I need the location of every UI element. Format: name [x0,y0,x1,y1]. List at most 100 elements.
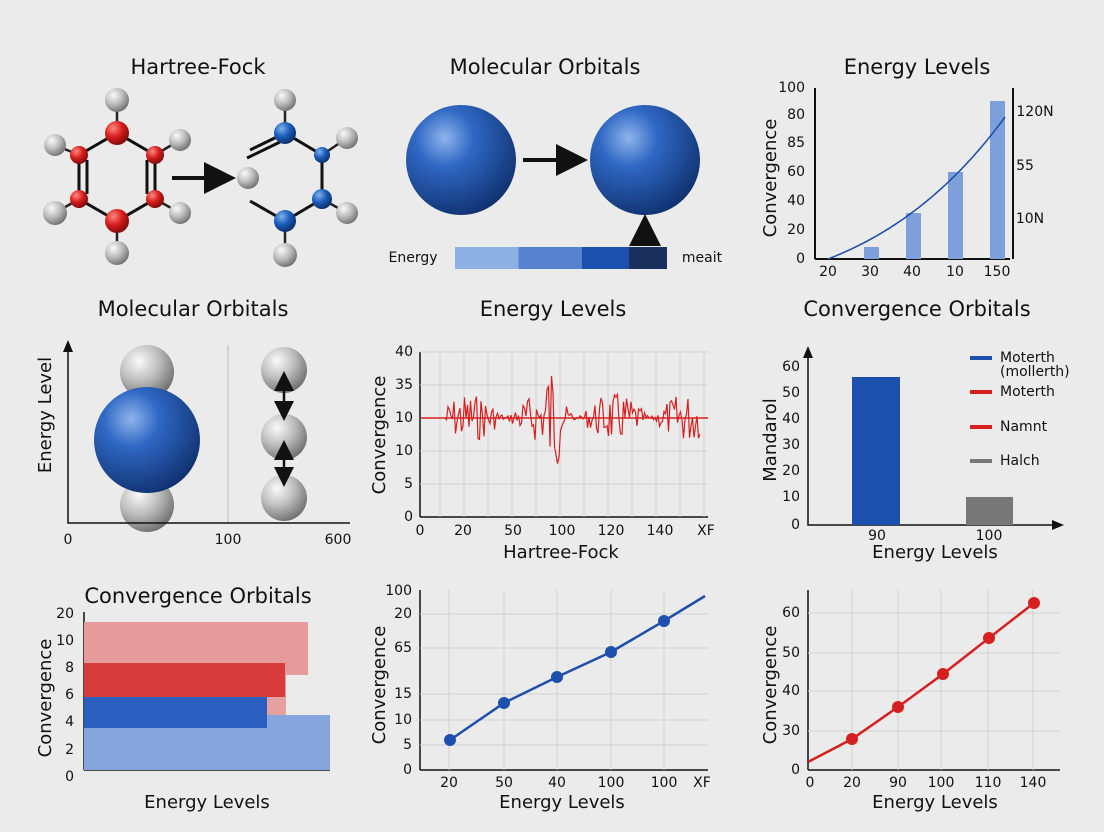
point [1028,597,1040,609]
y-tick-label: 0 [796,251,805,267]
y-tick-label: 20 [56,606,74,622]
y-tick-label: 0 [791,762,800,778]
sphere [120,345,174,399]
y-tick-label: 10 [395,410,413,426]
legend-label: Halch [1000,453,1040,469]
point [892,701,904,713]
y-tick-label: 20 [782,463,800,479]
y-tick-label: 35 [395,377,413,393]
x-tick-label: 100 [598,775,625,791]
panel-title: Convergence Orbitals [803,297,1030,321]
sphere [590,105,700,215]
y-axis-label: Mandarol [760,398,781,481]
legend-label: Moterth [1000,350,1055,366]
x-tick-label: 100 [976,528,1003,544]
sphere [120,478,174,532]
axis-arrow [803,346,813,358]
line [449,594,706,742]
y-tick-label: 5 [403,737,412,753]
sphere [94,387,200,493]
y-tick-label: 30 [782,723,800,739]
x-tick-label: 600 [325,532,352,548]
side-label: 120N [1016,104,1053,120]
y-tick-label: 10 [782,489,800,505]
y-axis-label: Convergence [35,639,56,758]
x-tick-label: 50 [504,523,522,539]
panel-title: Molecular Orbitals [450,55,641,79]
y-tick-label: 40 [395,344,413,360]
sphere [261,414,307,460]
x-tick-label: XF [697,523,715,539]
y-tick-label: 8 [65,660,74,676]
panel-title: Convergence Orbitals [84,584,311,608]
y-tick-label: 6 [65,687,74,703]
x-axis-label: Energy Levels [499,792,625,813]
x-tick-label: 90 [868,528,886,544]
y-tick-label: 4 [65,714,74,730]
point [658,615,670,627]
y-tick-label: 0 [404,509,413,525]
legend-label: Moterth [1000,384,1055,400]
x-axis-label: Energy Levels [872,542,998,563]
y-axis-label: Convergence [369,626,390,745]
axis-arrow [63,340,73,352]
x-axis-label: Energy Levels [144,792,270,813]
y-tick-label: 15 [394,686,412,702]
energy-bar [455,247,667,269]
point [983,632,995,644]
sphere [261,347,307,393]
bar [84,663,285,697]
x-tick-label: 100 [549,523,576,539]
sphere [261,475,307,521]
legend-note: (mollerth) [1000,364,1070,380]
x-tick-label: 20 [843,775,861,791]
y-tick-label: 60 [782,605,800,621]
x-tick-label: 20 [819,264,837,280]
x-tick-label: 30 [861,264,879,280]
point [498,697,510,709]
sphere [406,105,516,215]
molecule-left [43,88,191,265]
x-axis-label: Hartree-Fock [503,542,619,563]
y-tick-label: 30 [782,437,800,453]
y-axis-label: Convergence [369,376,390,495]
y-tick-label: 20 [394,606,412,622]
y-tick-label: 60 [782,359,800,375]
side-label: 55 [1016,158,1034,174]
y-tick-label: 50 [782,645,800,661]
x-tick-label: 100 [215,532,242,548]
panel-title: Energy Levels [480,297,627,321]
x-tick-label: 110 [975,775,1002,791]
y-tick-label: 0 [403,762,412,778]
point [605,646,617,658]
bar-label: meait [682,250,723,266]
bar [948,172,963,259]
panel-title: Hartree-Fock [130,55,266,79]
y-tick-label: 65 [394,640,412,656]
x-tick-label: 0 [416,523,425,539]
signal [444,375,701,464]
point [551,671,563,683]
x-tick-label: 120 [598,523,625,539]
x-tick-label: 20 [440,775,458,791]
bar [906,213,921,259]
side-label: 10N [1016,211,1044,227]
x-tick-label: 100 [928,775,955,791]
y-tick-label: 40 [782,411,800,427]
x-tick-label: 90 [889,775,907,791]
x-tick-label: 40 [903,264,921,280]
y-tick-label: 100 [385,583,412,599]
y-tick-label: 80 [787,107,805,123]
legend-label: Namnt [1000,419,1048,435]
y-tick-label: 50 [782,385,800,401]
y-axis-label: Energy Level [35,357,56,473]
x-axis-label: Energy Levels [872,792,998,813]
x-tick-label: 0 [806,775,815,791]
y-tick-label: 20 [787,222,805,238]
curve [827,116,1006,260]
x-tick-label: XF [693,775,711,791]
point [444,734,456,746]
y-tick-label: 40 [787,193,805,209]
